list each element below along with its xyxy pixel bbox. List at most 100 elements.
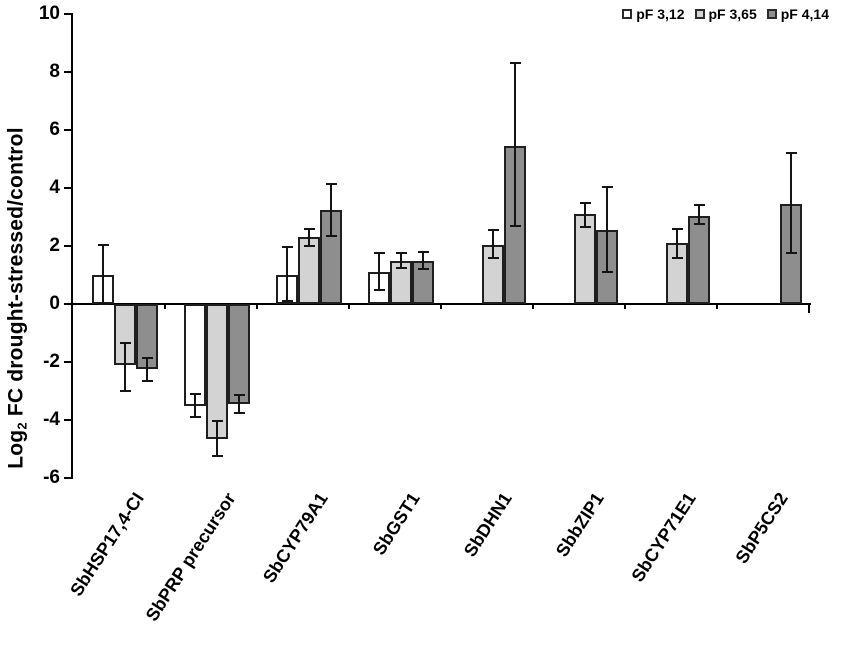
x-axis-tick xyxy=(624,304,626,309)
y-axis-tick xyxy=(64,129,72,131)
error-bar-cap-top-series3-cat3 xyxy=(325,182,337,185)
legend-label: pF 4,14 xyxy=(780,6,829,22)
error-bar-cap-bottom-series1-cat4 xyxy=(373,288,385,291)
y-tick-label: 10 xyxy=(38,3,60,24)
error-bar-line-series3-cat2 xyxy=(238,395,240,413)
bar-series2-cat3 xyxy=(298,237,320,304)
error-bar-cap-top-series3-cat2 xyxy=(233,394,245,397)
x-axis-tick xyxy=(256,304,258,309)
error-bar-cap-top-series2-cat6 xyxy=(579,201,591,204)
y-tick-label: 4 xyxy=(49,177,60,198)
legend-label: pF 3,12 xyxy=(636,6,685,22)
x-category-label-3: SbCYP79A1 xyxy=(258,489,332,587)
error-bar-cap-bottom-series3-cat8 xyxy=(785,252,797,255)
error-bar-cap-bottom-series1-cat2 xyxy=(189,416,201,419)
x-axis-tick xyxy=(164,304,166,309)
y-axis-tick xyxy=(64,187,72,189)
error-bar-line-series2-cat1 xyxy=(124,343,126,391)
error-bar-cap-top-series1-cat1 xyxy=(97,243,109,246)
error-bar-line-series3-cat7 xyxy=(698,205,700,225)
y-tick-label: -2 xyxy=(43,351,60,372)
error-bar-cap-bottom-series3-cat7 xyxy=(693,223,705,226)
bar-series3-cat2 xyxy=(228,304,250,405)
error-bar-line-series3-cat4 xyxy=(422,251,424,270)
error-bar-cap-top-series3-cat1 xyxy=(141,356,153,359)
error-bar-cap-bottom-series3-cat5 xyxy=(509,224,521,227)
x-axis-tick xyxy=(348,304,350,309)
error-bar-line-series2-cat4 xyxy=(400,253,402,268)
error-bar-cap-top-series3-cat7 xyxy=(693,204,705,207)
error-bar-cap-bottom-series2-cat6 xyxy=(579,226,591,229)
y-tick-label: -6 xyxy=(43,467,60,488)
y-tick-label: -4 xyxy=(43,409,60,430)
legend-item-3: pF 4,14 xyxy=(766,6,829,22)
legend-swatch-icon xyxy=(766,9,777,19)
y-axis-tick xyxy=(64,245,72,247)
bar-series3-cat7 xyxy=(688,215,710,304)
x-category-label-5: SbDHN1 xyxy=(459,489,516,561)
error-bar-cap-bottom-series2-cat7 xyxy=(671,256,683,259)
y-tick-label: 8 xyxy=(49,61,60,82)
error-bar-line-series1-cat1 xyxy=(102,244,104,304)
y-axis-line xyxy=(71,13,73,479)
error-bar-cap-bottom-series3-cat1 xyxy=(141,379,153,382)
legend-item-2: pF 3,65 xyxy=(694,6,757,22)
y-axis-tick xyxy=(64,361,72,363)
error-bar-cap-bottom-series2-cat5 xyxy=(487,256,499,259)
error-bar-cap-bottom-series1-cat3 xyxy=(281,300,293,303)
error-bar-cap-bottom-series2-cat3 xyxy=(303,245,315,247)
x-axis-tick xyxy=(716,304,718,309)
y-axis-tick xyxy=(64,303,72,305)
error-bar-line-series1-cat3 xyxy=(286,247,288,302)
error-bar-cap-top-series3-cat6 xyxy=(601,185,613,188)
x-category-label-2: SbPRP precursor xyxy=(141,489,240,625)
error-bar-cap-top-series3-cat5 xyxy=(509,62,521,65)
error-bar-cap-bottom-series2-cat1 xyxy=(119,390,131,392)
x-axis-tick xyxy=(532,304,534,309)
bar-series1-cat2 xyxy=(184,304,206,406)
x-category-label-6: SbbZIP1 xyxy=(551,489,608,561)
y-tick-label: 0 xyxy=(49,293,60,314)
error-bar-cap-top-series2-cat3 xyxy=(303,227,315,230)
y-tick-label: 6 xyxy=(49,119,60,140)
error-bar-line-series3-cat6 xyxy=(606,186,608,273)
legend-label: pF 3,65 xyxy=(708,6,757,22)
error-bar-cap-bottom-series3-cat6 xyxy=(601,271,613,274)
y-tick-label: 2 xyxy=(49,235,60,256)
error-bar-cap-bottom-series2-cat4 xyxy=(395,266,407,269)
bar-series2-cat2 xyxy=(206,304,228,439)
error-bar-line-series2-cat5 xyxy=(492,230,494,258)
error-bar-cap-bottom-series3-cat4 xyxy=(417,268,429,271)
error-bar-cap-top-series2-cat7 xyxy=(671,227,683,230)
error-bar-cap-top-series2-cat5 xyxy=(487,229,499,232)
error-bar-cap-bottom-series3-cat2 xyxy=(233,411,245,414)
y-axis-tick xyxy=(64,477,72,479)
error-bar-cap-top-series2-cat4 xyxy=(395,252,407,255)
x-category-label-8: SbP5CS2 xyxy=(731,489,792,568)
error-bar-line-series3-cat8 xyxy=(790,153,792,254)
legend: pF 3,12 pF 3,65 pF 4,14 xyxy=(622,6,829,22)
error-bar-cap-top-series1-cat3 xyxy=(281,246,293,249)
error-bar-line-series2-cat7 xyxy=(676,228,678,258)
error-bar-cap-top-series2-cat2 xyxy=(211,420,223,423)
x-category-label-4: SbGST1 xyxy=(368,489,424,559)
error-bar-cap-bottom-series1-cat1 xyxy=(97,303,109,305)
error-bar-line-series2-cat6 xyxy=(584,202,586,228)
x-category-label-7: SbCYP71E1 xyxy=(627,489,700,586)
x-axis-tick xyxy=(440,304,442,309)
error-bar-cap-top-series1-cat4 xyxy=(373,252,385,255)
error-bar-line-series1-cat2 xyxy=(194,393,196,418)
y-axis-tick xyxy=(64,419,72,421)
x-category-label-1: SbHSP17,4-CI xyxy=(66,489,148,600)
y-axis-tick xyxy=(64,13,72,15)
legend-item-1: pF 3,12 xyxy=(622,6,685,22)
x-axis-tick xyxy=(808,304,810,313)
error-bar-cap-top-series3-cat8 xyxy=(785,152,797,155)
error-bar-line-series3-cat1 xyxy=(146,357,148,381)
error-bar-cap-top-series1-cat2 xyxy=(189,392,201,395)
legend-swatch-icon xyxy=(694,9,705,19)
error-bar-cap-top-series2-cat1 xyxy=(119,342,131,345)
error-bar-line-series2-cat2 xyxy=(216,421,218,457)
